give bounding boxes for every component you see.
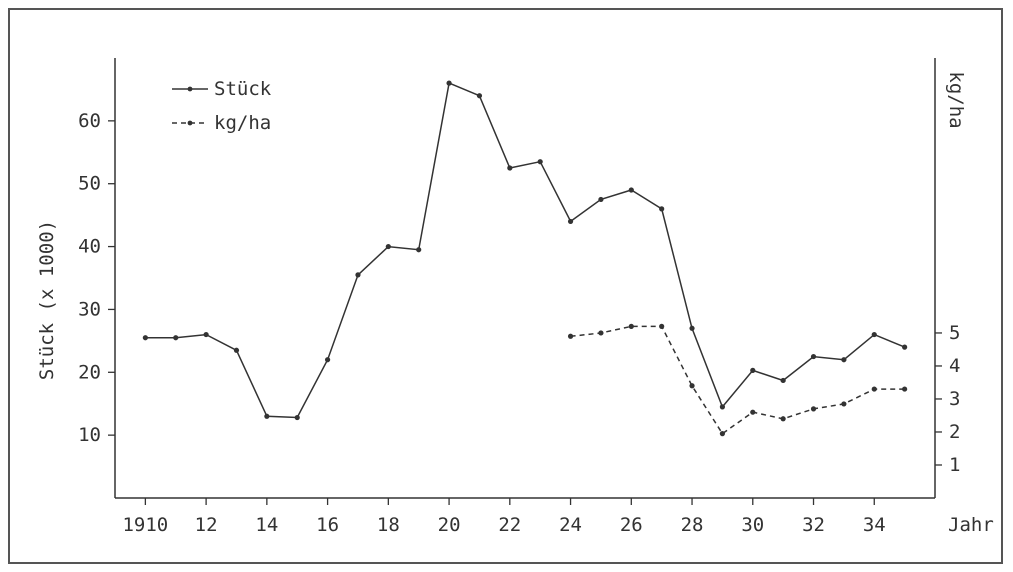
data-point-stueck xyxy=(173,335,179,341)
x-tick-label: 24 xyxy=(559,514,582,536)
x-tick-label: 20 xyxy=(438,514,461,536)
tick-labels: 1910 12 14 16 18 20 22 24 26 28 30 32 34102030405060… xyxy=(78,110,960,536)
legend-label: Stück xyxy=(214,78,272,100)
data-point-kg-ha xyxy=(902,386,908,392)
data-point-kg-ha xyxy=(659,323,665,329)
x-tick-label: 12 xyxy=(195,514,218,536)
data-point-kg-ha xyxy=(871,386,877,392)
x-tick-label: 1910 xyxy=(122,514,168,536)
x-tick-label: 22 xyxy=(498,514,521,536)
series-markers xyxy=(142,80,908,437)
data-point-kg-ha xyxy=(841,401,847,407)
x-tick-label: 14 xyxy=(255,514,278,536)
y-left-tick-label: 50 xyxy=(78,173,101,195)
data-point-stueck xyxy=(476,93,483,99)
data-point-stueck xyxy=(659,206,665,212)
data-point-stueck xyxy=(719,404,726,410)
data-point-stueck xyxy=(537,159,543,165)
y-right-tick-label: 4 xyxy=(949,355,960,377)
tick-marks xyxy=(108,120,942,505)
y-left-tick-label: 30 xyxy=(78,298,101,320)
x-tick-label: 30 xyxy=(741,514,764,536)
data-point-kg-ha xyxy=(780,416,786,422)
data-point-stueck xyxy=(567,218,574,225)
legend-marker xyxy=(187,120,193,126)
legend-label: kg/ha xyxy=(214,112,271,134)
x-tick-label: 16 xyxy=(316,514,339,536)
data-point-stueck xyxy=(810,353,817,360)
data-point-stueck xyxy=(750,367,756,373)
chart-frame xyxy=(8,8,1003,564)
series-lines xyxy=(145,82,905,435)
x-tick-label: 26 xyxy=(620,514,643,536)
data-point-stueck xyxy=(446,80,452,86)
data-point-stueck xyxy=(233,347,240,353)
data-point-stueck xyxy=(385,243,391,250)
y-left-tick-label: 40 xyxy=(78,236,101,258)
data-point-stueck xyxy=(598,196,604,203)
legend-marker xyxy=(187,86,193,92)
data-point-kg-ha xyxy=(750,409,756,415)
data-point-stueck xyxy=(355,272,361,278)
y-left-tick-label: 10 xyxy=(78,424,101,446)
axes xyxy=(114,58,936,499)
data-point-kg-ha xyxy=(567,333,574,339)
data-point-stueck xyxy=(203,331,209,338)
data-point-kg-ha xyxy=(628,323,634,329)
data-point-stueck xyxy=(628,187,634,193)
series-line-kg-ha xyxy=(570,325,905,435)
data-point-stueck xyxy=(902,344,908,350)
data-point-stueck xyxy=(324,357,331,363)
data-point-stueck xyxy=(689,325,695,331)
data-point-kg-ha xyxy=(689,383,695,389)
data-point-stueck xyxy=(416,247,422,253)
x-tick-label: 28 xyxy=(681,514,704,536)
data-point-stueck xyxy=(780,377,786,384)
data-point-stueck xyxy=(507,165,513,171)
data-point-stueck xyxy=(841,357,847,363)
x-axis-title: Jahr xyxy=(948,514,994,536)
y-left-tick-label: 60 xyxy=(78,110,101,132)
data-point-stueck xyxy=(871,331,877,338)
y-axis-left-title: Stück (x 1000) xyxy=(36,220,58,380)
data-point-kg-ha xyxy=(810,406,817,412)
x-tick-label: 34 xyxy=(863,514,886,536)
x-tick-label: 18 xyxy=(377,514,400,536)
series-line-stueck xyxy=(145,82,905,419)
data-point-stueck xyxy=(264,413,270,419)
data-point-stueck xyxy=(142,335,148,341)
y-left-tick-label: 20 xyxy=(78,361,101,383)
y-right-tick-label: 2 xyxy=(949,421,960,443)
x-tick-label: 32 xyxy=(802,514,825,536)
data-point-stueck xyxy=(294,414,300,421)
y-right-tick-label: 1 xyxy=(949,454,960,476)
data-point-kg-ha xyxy=(719,431,726,437)
data-point-kg-ha xyxy=(598,330,604,336)
y-axis-right-title: kg/ha xyxy=(945,71,967,128)
y-right-tick-label: 3 xyxy=(949,388,960,410)
y-right-tick-label: 5 xyxy=(949,322,960,344)
legend: Stück kg/ha xyxy=(172,78,272,134)
